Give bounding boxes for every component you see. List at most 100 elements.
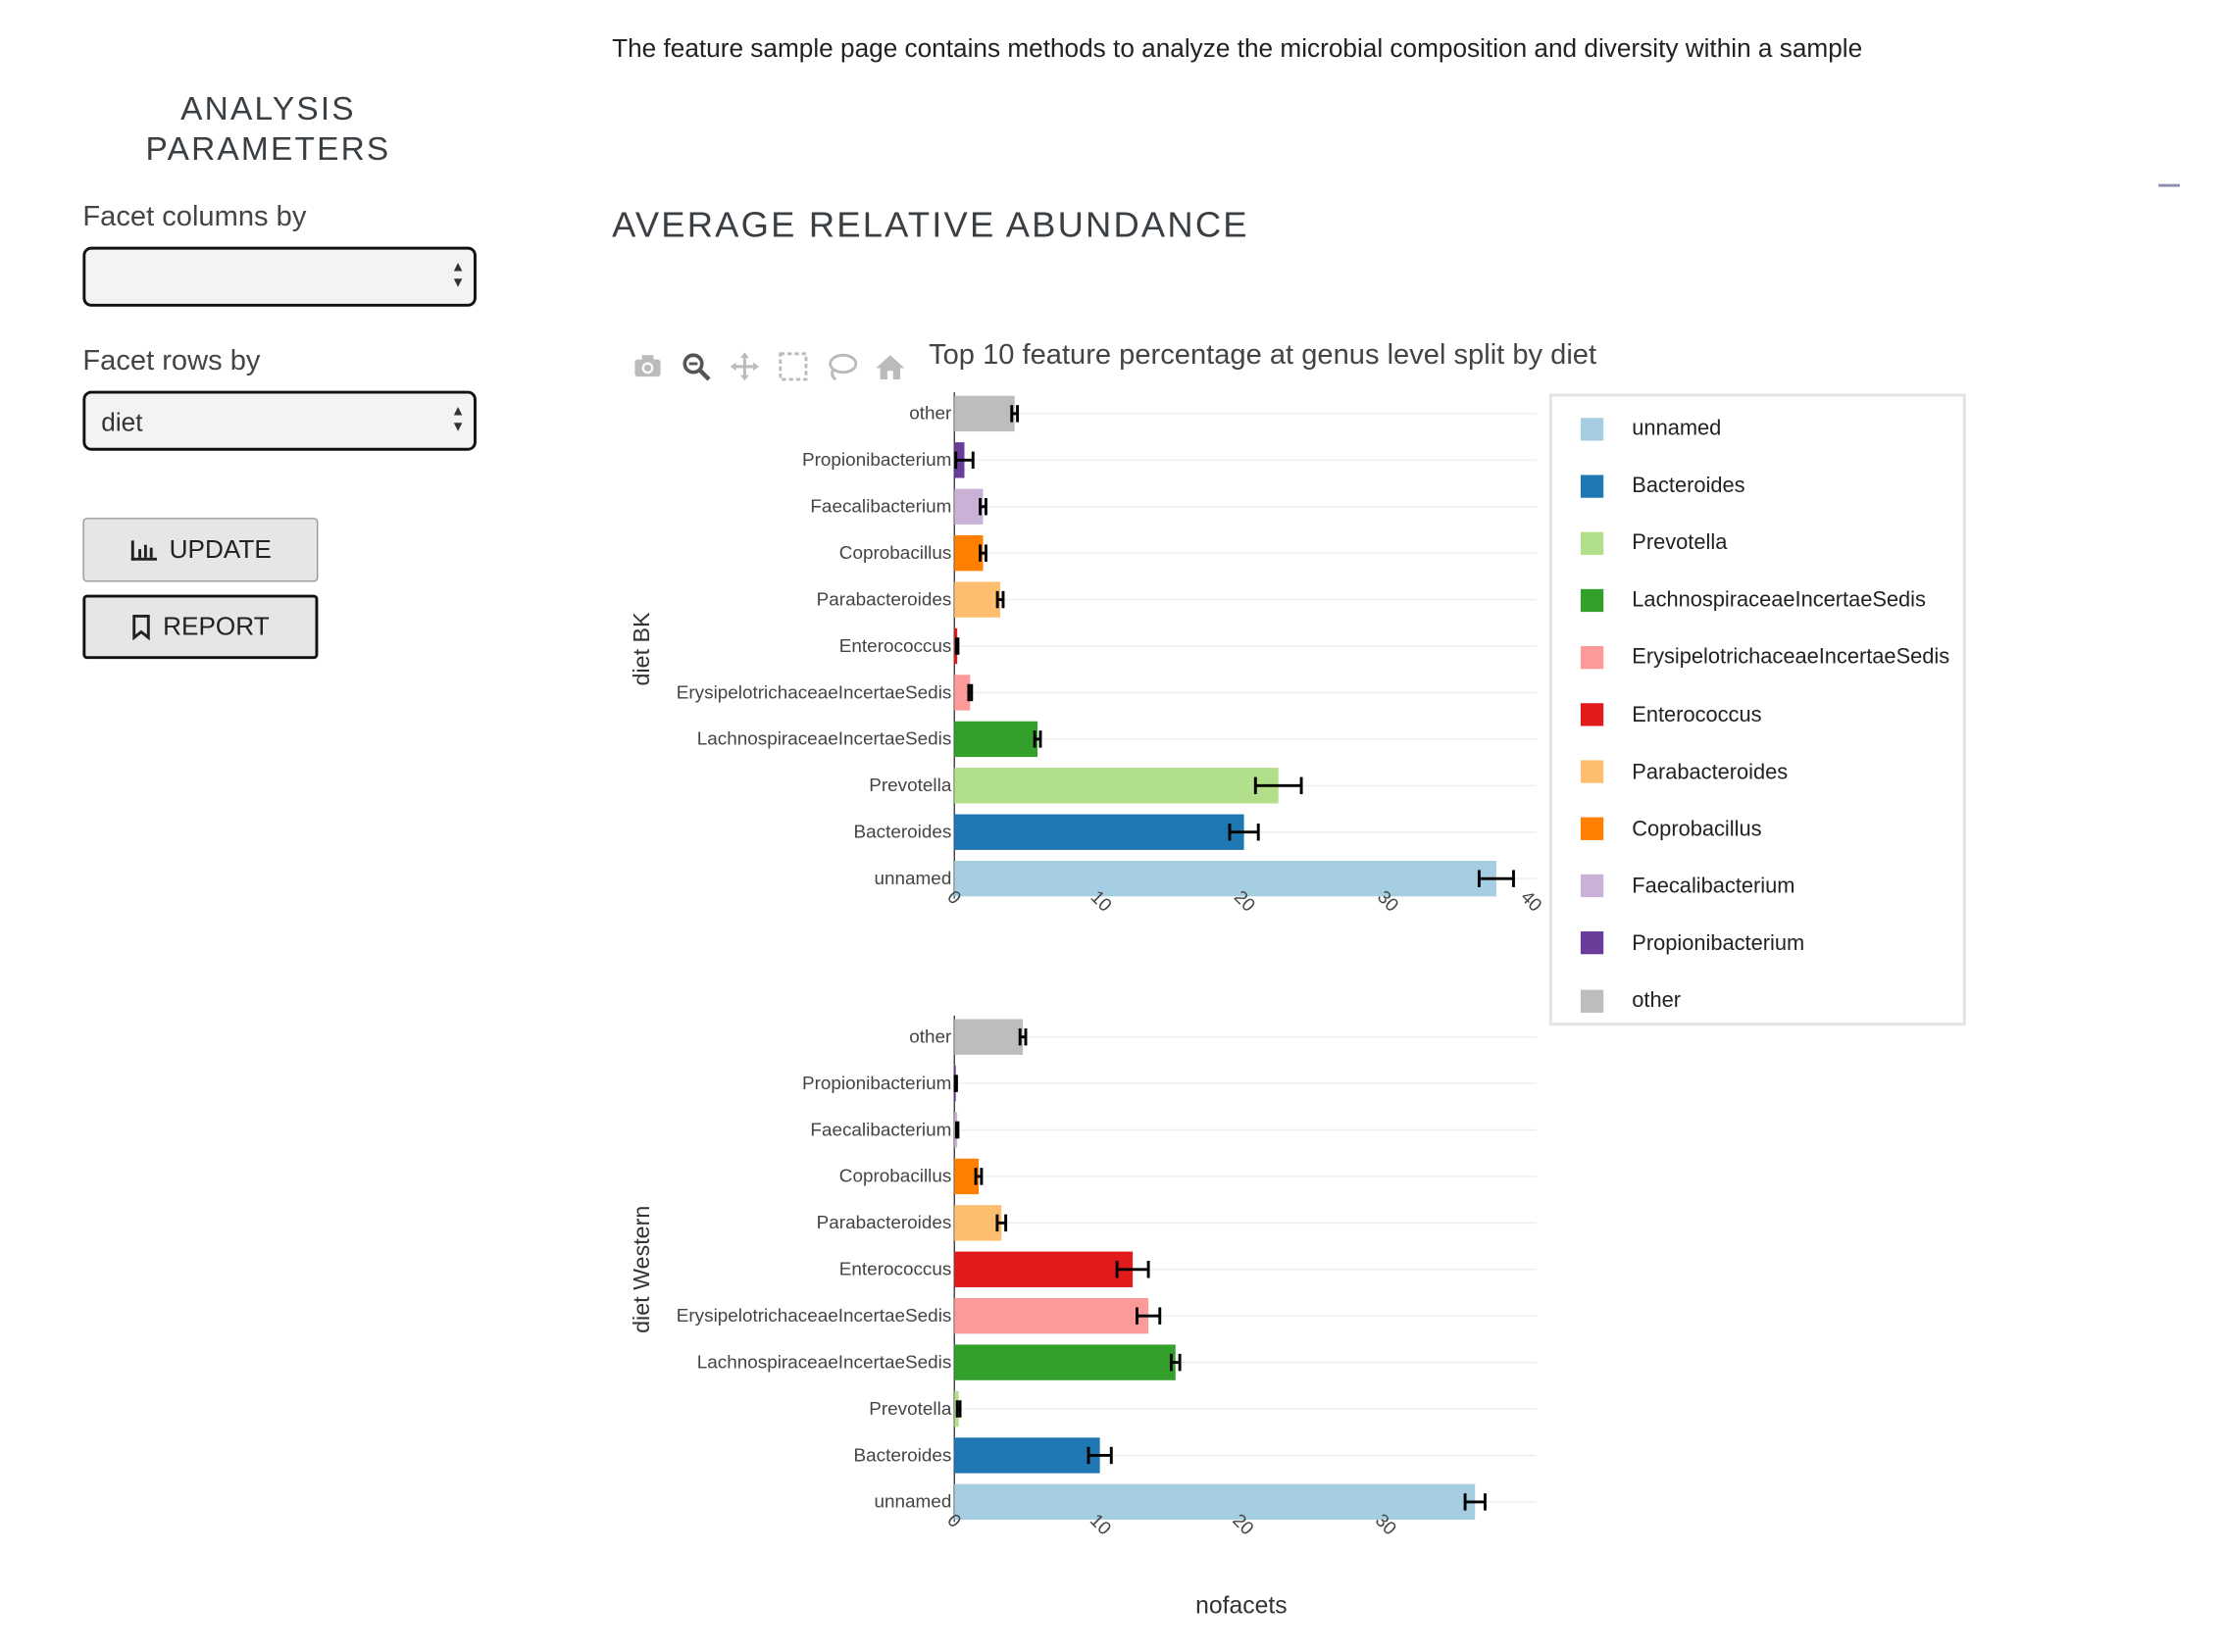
lasso-select-icon[interactable] bbox=[826, 351, 858, 382]
camera-icon[interactable] bbox=[632, 351, 663, 382]
category-label: Coprobacillus bbox=[839, 1167, 952, 1187]
legend-item[interactable]: Parabacteroides bbox=[1580, 759, 1789, 784]
legend-label: ErysipelotrichaceaeIncertaeSedis bbox=[1632, 645, 1950, 670]
facet-columns-label: Facet columns by bbox=[82, 201, 307, 233]
report-label: REPORT bbox=[163, 612, 270, 641]
legend-item[interactable]: Coprobacillus bbox=[1580, 817, 1762, 841]
bar-coprobacillus bbox=[954, 534, 984, 572]
facet-rows-value: diet bbox=[101, 408, 143, 437]
legend-label: Prevotella bbox=[1632, 530, 1728, 556]
report-button[interactable]: REPORT bbox=[82, 594, 319, 660]
legend-item[interactable]: LachnospiraceaeIncertaeSedis bbox=[1580, 587, 1926, 613]
legend-label: Enterococcus bbox=[1632, 702, 1762, 727]
category-label: ErysipelotrichaceaeIncertaeSedis bbox=[677, 682, 952, 703]
legend-label: LachnospiraceaeIncertaeSedis bbox=[1632, 587, 1926, 613]
section-title: AVERAGE RELATIVE ABUNDANCE bbox=[612, 205, 1249, 246]
bar-lachnospiraceaeincertaesedis bbox=[954, 1344, 1176, 1380]
category-label: Parabacteroides bbox=[817, 589, 952, 610]
facet-rows-label: Facet rows by bbox=[82, 345, 261, 377]
bookmark-icon bbox=[132, 614, 150, 640]
bar-lachnospiraceaeincertaesedis bbox=[954, 721, 1038, 758]
update-button[interactable]: UPDATE bbox=[82, 518, 319, 582]
sidebar-title: ANALYSIS PARAMETERS bbox=[82, 88, 453, 168]
sidebar-title-line2: PARAMETERS bbox=[145, 129, 391, 168]
legend-swatch bbox=[1580, 817, 1604, 841]
legend-label: unnamed bbox=[1632, 416, 1722, 441]
category-label: Prevotella bbox=[869, 1399, 952, 1420]
category-label: Enterococcus bbox=[839, 1260, 952, 1280]
chart-modebar bbox=[632, 351, 905, 382]
legend-item[interactable]: Prevotella bbox=[1580, 530, 1728, 556]
category-label: Propionibacterium bbox=[802, 1074, 951, 1094]
bar-parabacteroides bbox=[954, 581, 1001, 618]
category-label: Faecalibacterium bbox=[810, 497, 951, 518]
category-label: other bbox=[909, 404, 951, 425]
bar-other bbox=[954, 1019, 1024, 1055]
bar-unnamed bbox=[954, 1483, 1476, 1521]
category-label: Faecalibacterium bbox=[810, 1120, 951, 1140]
home-icon[interactable] bbox=[875, 351, 906, 382]
legend-label: Coprobacillus bbox=[1632, 817, 1762, 841]
category-label: Bacteroides bbox=[854, 1445, 952, 1466]
legend-item[interactable]: Faecalibacterium bbox=[1580, 874, 1795, 899]
legend-swatch bbox=[1580, 531, 1604, 555]
legend-item[interactable]: Bacteroides bbox=[1580, 474, 1745, 498]
bar-enterococcus bbox=[954, 1251, 1134, 1287]
select-arrows-icon: ▲ ▼ bbox=[450, 403, 466, 435]
legend-label: Propionibacterium bbox=[1632, 930, 1805, 956]
legend-swatch bbox=[1580, 760, 1604, 783]
legend-swatch bbox=[1580, 875, 1604, 898]
legend-swatch bbox=[1580, 931, 1604, 955]
facet-rows-select[interactable]: diet ▲ ▼ bbox=[82, 390, 477, 451]
category-label: unnamed bbox=[875, 869, 952, 889]
x-axis-title: nofacets bbox=[1195, 1591, 1288, 1620]
legend-item[interactable]: Enterococcus bbox=[1580, 702, 1762, 727]
bar-erysipelotrichaceaeincertaesedis bbox=[954, 1298, 1149, 1334]
bar-bacteroides bbox=[954, 1437, 1100, 1474]
bar-chart-icon bbox=[130, 539, 157, 561]
legend-item[interactable]: unnamed bbox=[1580, 416, 1722, 441]
legend-label: Faecalibacterium bbox=[1632, 874, 1795, 899]
category-label: Coprobacillus bbox=[839, 543, 952, 564]
legend-item[interactable]: other bbox=[1580, 988, 1682, 1013]
legend-item[interactable]: ErysipelotrichaceaeIncertaeSedis bbox=[1580, 645, 1950, 670]
x-tick-label: 0 bbox=[942, 887, 964, 909]
legend-swatch bbox=[1580, 474, 1604, 498]
category-label: unnamed bbox=[875, 1492, 952, 1513]
legend-label: Bacteroides bbox=[1632, 474, 1745, 498]
bar-other bbox=[954, 395, 1015, 432]
zoom-icon[interactable] bbox=[681, 351, 712, 382]
chart-legend: unnamed Bacteroides Prevotella Lachnospirac… bbox=[1548, 393, 1966, 1026]
sidebar-title-line1: ANALYSIS bbox=[180, 89, 356, 127]
page-description: The feature sample page contains methods… bbox=[612, 33, 1863, 64]
category-label: ErysipelotrichaceaeIncertaeSedis bbox=[677, 1306, 952, 1327]
box-select-icon[interactable] bbox=[778, 351, 809, 382]
category-label: other bbox=[909, 1026, 951, 1047]
legend-label: other bbox=[1632, 988, 1682, 1013]
category-label: Enterococcus bbox=[839, 636, 952, 657]
select-arrows-icon: ▲ ▼ bbox=[450, 259, 466, 291]
collapse-icon[interactable] bbox=[2158, 183, 2180, 187]
facet-label: diet BK bbox=[629, 612, 654, 685]
bar-bacteroides bbox=[954, 814, 1244, 850]
category-label: LachnospiraceaeIncertaeSedis bbox=[697, 1352, 952, 1373]
bar-faecalibacterium bbox=[954, 488, 984, 525]
category-label: Propionibacterium bbox=[802, 450, 951, 471]
x-tick-label: 40 bbox=[1516, 887, 1545, 917]
legend-swatch bbox=[1580, 988, 1604, 1013]
update-label: UPDATE bbox=[169, 534, 272, 564]
legend-label: Parabacteroides bbox=[1632, 759, 1789, 784]
legend-swatch bbox=[1580, 417, 1604, 440]
facet-label: diet Western bbox=[629, 1206, 654, 1333]
legend-item[interactable]: Propionibacterium bbox=[1580, 930, 1805, 956]
bar-erysipelotrichaceaeincertaesedis bbox=[954, 675, 971, 711]
pan-icon[interactable] bbox=[729, 351, 760, 382]
bar-prevotella bbox=[954, 768, 1279, 804]
facet-columns-select[interactable]: ▲ ▼ bbox=[82, 246, 477, 307]
category-label: LachnospiraceaeIncertaeSedis bbox=[697, 729, 952, 750]
category-label: Prevotella bbox=[869, 776, 952, 796]
legend-swatch bbox=[1580, 645, 1604, 670]
legend-swatch bbox=[1580, 588, 1604, 612]
category-label: Parabacteroides bbox=[817, 1213, 952, 1233]
